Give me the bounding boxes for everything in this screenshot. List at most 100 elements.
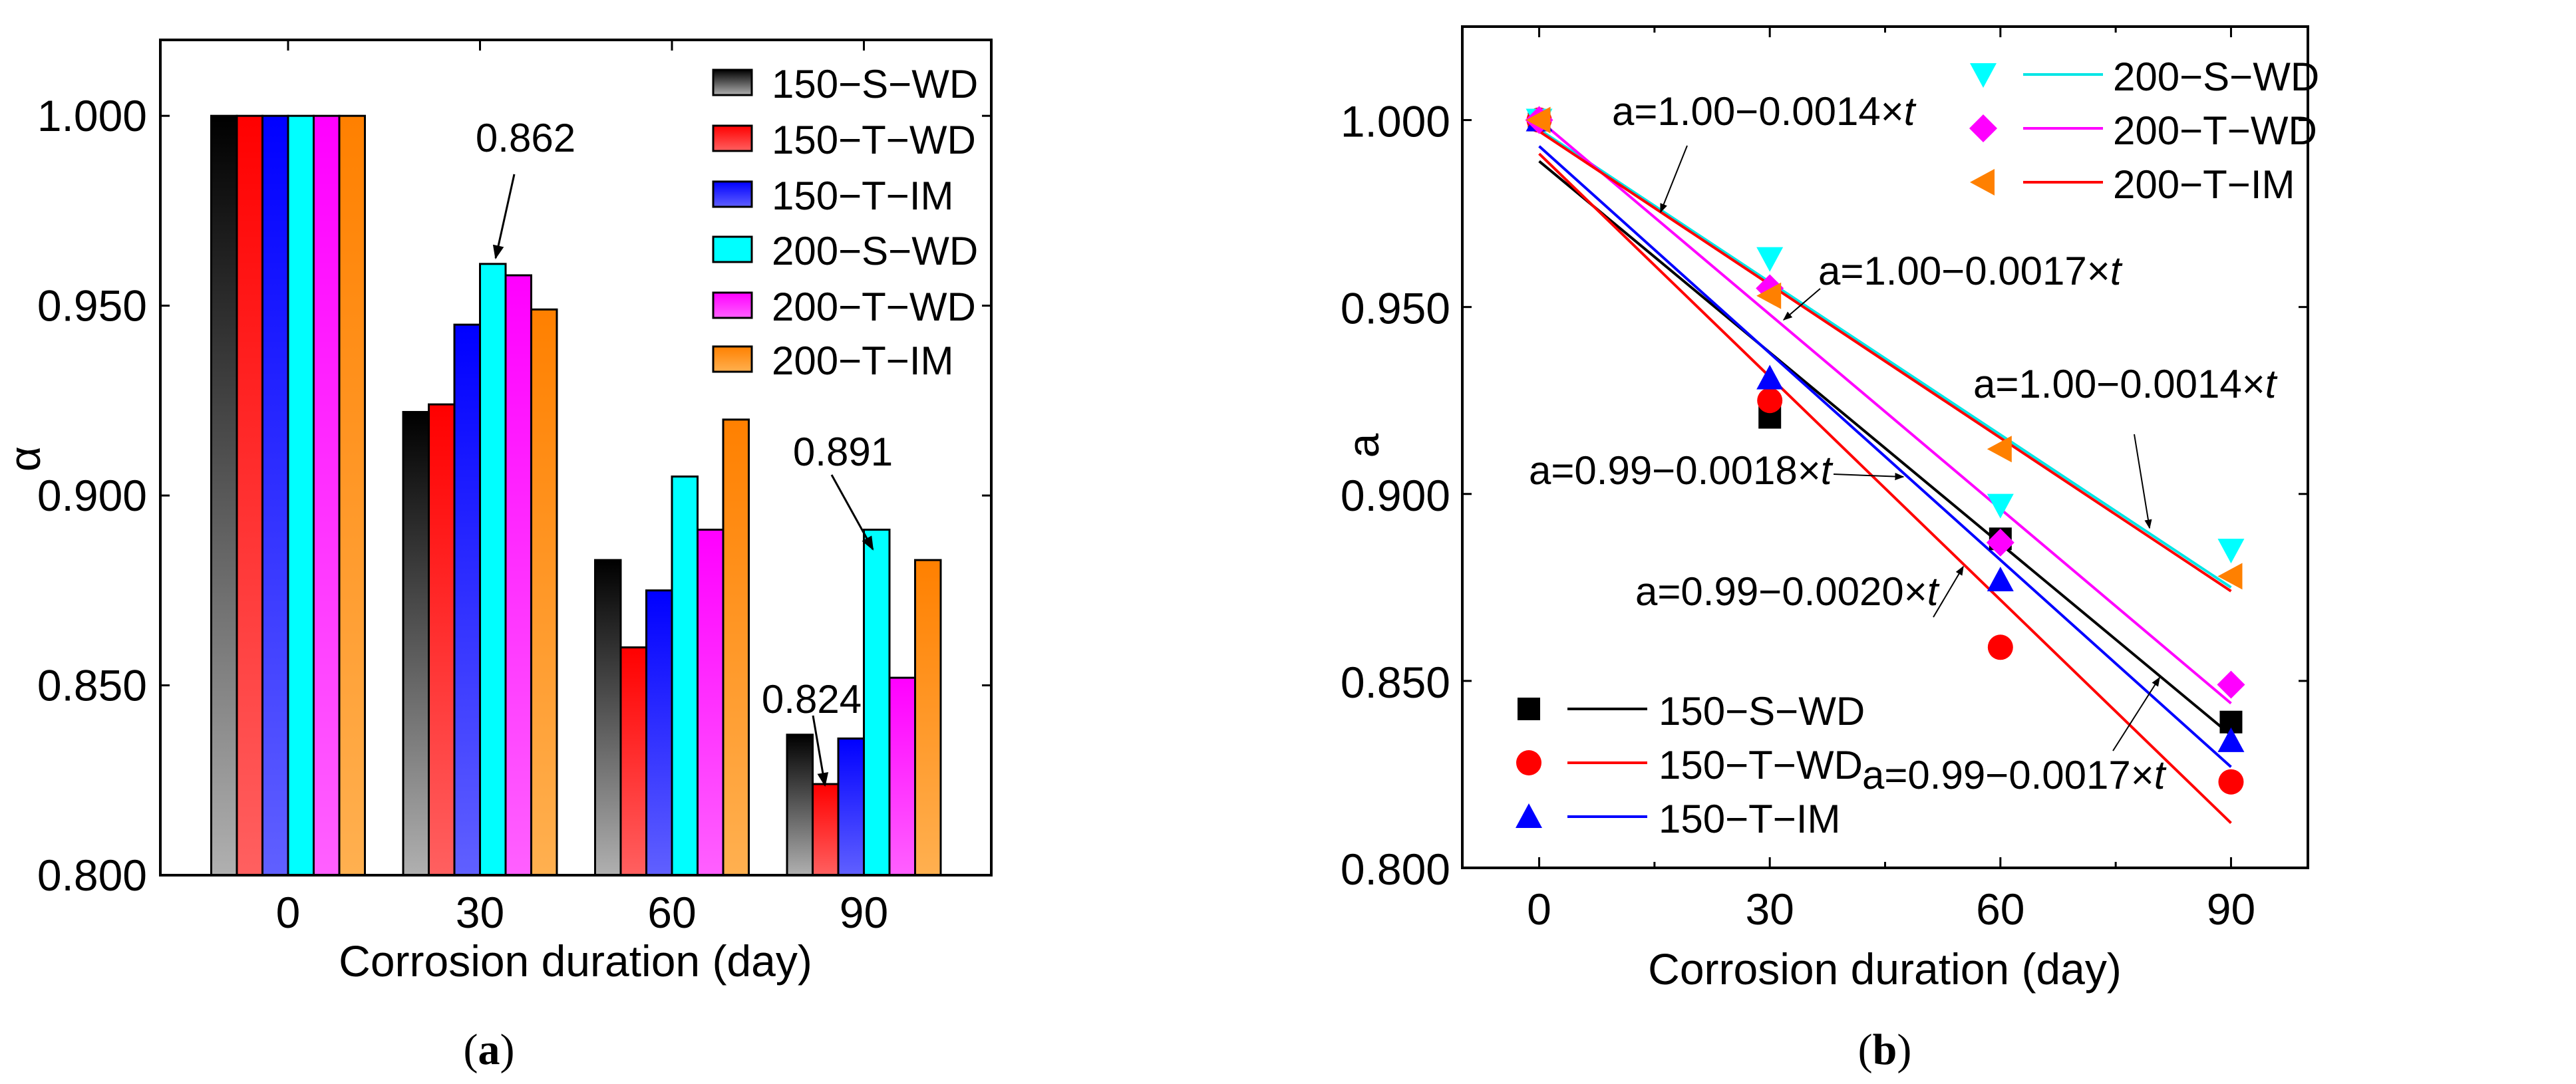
paren: ( [1858,1025,1873,1074]
legend-marker [1970,169,1995,196]
x-tick-label: 0 [1527,884,1551,934]
y-tick-label: 0.850 [1341,658,1450,707]
bar-1-0 [236,114,263,877]
annotation-arrow [812,715,829,787]
legend-label: 150−T−IM [1659,797,1841,841]
equation-label: a=0.99−0.0018×t [1529,448,1834,493]
annotation-arrow [830,474,874,551]
bar-0-0 [210,114,238,877]
annotation-label: 0.862 [476,116,575,160]
equation-label: a=1.00−0.0017×t [1818,249,2123,293]
fit-line-2 [1538,145,2232,768]
legend-label: 200−T−WD [2113,108,2317,153]
data-point-5-0 [1526,106,1551,134]
data-point-2-3 [2217,727,2245,752]
equation-variable: t [2265,362,2278,406]
y-tick-label: 1.000 [37,91,147,140]
bar-3-0 [287,114,315,877]
bar-5-3 [914,559,942,877]
equation-label: a=0.99−0.0020×t [1635,569,1940,614]
data-point-5-3 [2217,563,2243,590]
y-axis-label: α [0,446,49,472]
equation-arrow [1933,565,1964,618]
bar-5-2 [722,418,750,877]
equation-text: a=1.00−0.0014× [1612,89,1904,134]
bar-0-2 [594,559,622,877]
fit-line-4 [1538,119,2232,705]
bar-2-2 [645,589,673,877]
bar-4-1 [504,274,532,877]
paren: ( [464,1025,478,1074]
legend-label: 150−T−WD [1659,743,1863,787]
equation-variable: t [1904,89,1917,134]
legend-swatch [712,235,753,263]
y-tick-label: 0.850 [37,661,147,710]
data-point-3-3 [2217,539,2245,564]
chart-a: 0.800 0.850 0.900 0.950 1.000 0 30 60 90 Corrosio… [0,39,993,1074]
y-tick-label: 0.800 [37,851,147,900]
bar-1-2 [619,646,647,877]
bar-5-0 [338,114,366,877]
data-point-4-2 [1986,528,2014,557]
bar-5-1 [530,308,558,877]
equation-label: a=1.00−0.0014×t [1612,89,1917,134]
equation-label: a=0.99−0.0017×t [1862,753,2167,797]
plot-frame [159,39,993,877]
x-tick-label: 60 [1976,884,2024,934]
equation-variable: t [1927,569,1940,614]
paren: ) [500,1025,515,1074]
legend-label: 200−T−WD [772,285,976,329]
x-tick-label: 90 [2207,884,2255,934]
legend-marker [1969,114,1997,142]
equation-text: a=0.99−0.0017× [1862,753,2154,797]
data-point-4-3 [2217,670,2245,699]
legend-label: 200−S−WD [772,229,978,273]
bar-1-3 [812,783,840,877]
annotation-arrow [492,174,516,260]
bar-2-3 [837,737,865,877]
data-point-1-3 [2218,769,2244,795]
data-point-5-1 [1756,282,1782,309]
bar-2-0 [261,114,289,877]
x-tick-label: 60 [647,888,696,937]
x-tick-label: 30 [1745,884,1794,934]
y-tick-label: 0.800 [1341,845,1450,894]
legend-label: 200−T−IM [2113,162,2295,207]
legend-marker [1970,63,1997,88]
equation-arrow [2134,434,2152,529]
equation-label: a=1.00−0.0014×t [1973,362,2278,406]
equation-variable: t [1821,448,1834,493]
equation-arrow [1782,288,1821,321]
legend-swatch [712,345,753,373]
equation-variable: t [2110,249,2123,293]
data-point-2-2 [1987,567,2014,592]
data-point-5-2 [1987,436,2012,463]
bar-4-2 [697,528,724,877]
legend-label: 200−T−IM [772,339,954,383]
data-point-3-1 [1756,247,1784,272]
data-point-2-1 [1756,364,1784,390]
annotation-label: 0.891 [793,430,893,474]
bar-3-2 [671,475,699,877]
legend-swatch [712,291,753,319]
x-axis-label: Corrosion duration (day) [339,936,812,986]
legend-swatch [712,68,753,96]
bar-2-1 [453,323,481,877]
equation-text: a=0.99−0.0018× [1529,448,1821,493]
y-tick-label: 0.950 [1341,284,1450,333]
y-axis-label: a [1339,433,1388,458]
panel-label-b: (b) [1858,1025,1912,1074]
legend-marker [1516,803,1542,828]
fit-line-1 [1538,152,2232,824]
equation-arrow [2112,676,2160,751]
letter: b [1873,1025,1897,1074]
y-tick-label: 0.900 [1341,471,1450,520]
x-axis-label: Corrosion duration (day) [1648,944,2122,994]
letter: a [478,1025,500,1074]
fit-line-3 [1538,128,2232,589]
x-tick-label: 30 [456,888,504,937]
y-tick-label: 1.000 [1341,97,1450,146]
bar-0-3 [786,734,814,877]
legend-label: 150−T−IM [772,174,954,218]
